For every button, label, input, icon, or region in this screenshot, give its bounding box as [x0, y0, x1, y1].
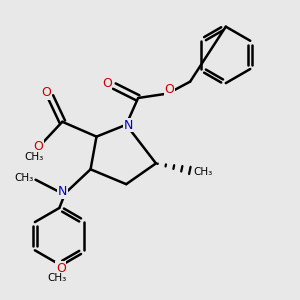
Text: O: O	[102, 77, 112, 90]
Text: CH₃: CH₃	[193, 167, 212, 177]
Text: O: O	[164, 82, 174, 96]
Text: O: O	[56, 262, 66, 275]
Text: O: O	[41, 86, 51, 99]
Text: O: O	[34, 140, 44, 153]
Text: N: N	[124, 119, 133, 132]
Text: N: N	[58, 185, 67, 198]
Text: CH₃: CH₃	[25, 152, 44, 161]
Text: CH₃: CH₃	[14, 173, 33, 183]
Text: CH₃: CH₃	[47, 273, 67, 283]
